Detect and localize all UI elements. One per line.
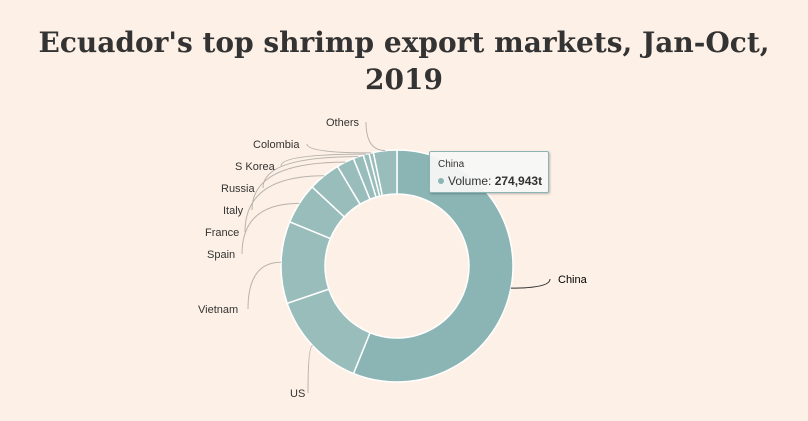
connector-russia <box>262 156 359 189</box>
tooltip-row: Volume: 274,943t <box>438 173 543 189</box>
tooltip-series-name: Volume <box>448 174 489 188</box>
label-us: US <box>290 388 305 400</box>
tooltip-category: China <box>438 159 465 170</box>
chart-title-line-1: Ecuador's top shrimp export markets, Jan… <box>38 26 770 59</box>
connector-china <box>510 278 551 289</box>
connector-us <box>307 345 313 394</box>
chart-title: Ecuador's top shrimp export markets, Jan… <box>0 24 808 98</box>
slice-others[interactable] <box>372 149 398 197</box>
label-france: France <box>205 227 239 239</box>
label-colombia: Colombia <box>253 139 300 151</box>
slice-china[interactable] <box>352 149 514 383</box>
connector-france <box>244 175 325 233</box>
label-others: Others <box>326 117 360 129</box>
chart-tooltip: China Volume: 274,943t <box>429 151 549 193</box>
slice-us[interactable] <box>286 288 371 375</box>
label-s-korea: S Korea <box>235 161 276 173</box>
connector-colombia <box>306 143 372 154</box>
connector-spain <box>241 202 300 255</box>
tooltip-value: 274,943t <box>494 174 543 188</box>
label-russia: Russia <box>221 183 256 195</box>
connector-vietnam <box>247 261 282 310</box>
chart-title-line-2: 2019 <box>365 63 443 96</box>
tooltip-series-marker <box>438 178 444 184</box>
connector-s-korea <box>280 153 367 167</box>
connector-others <box>365 121 386 152</box>
label-vietnam: Vietnam <box>198 304 238 316</box>
label-china: China <box>558 274 588 286</box>
connector-italy <box>251 161 346 211</box>
label-italy: Italy <box>223 205 244 217</box>
label-spain: Spain <box>207 249 235 261</box>
